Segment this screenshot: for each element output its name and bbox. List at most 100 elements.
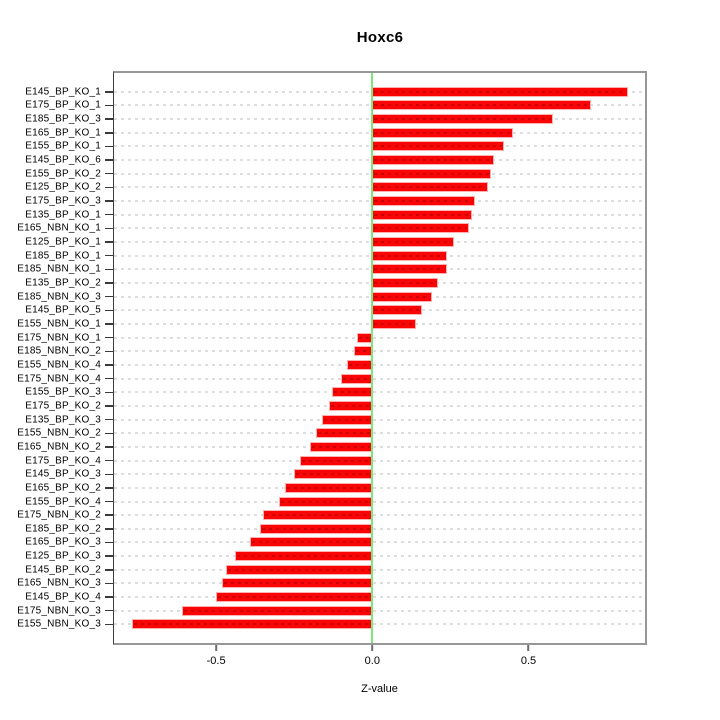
bar xyxy=(372,182,488,193)
bar-row: E175_BP_KO_4 xyxy=(25,454,645,468)
y-tick xyxy=(105,350,113,352)
bar-dash-line xyxy=(374,145,502,148)
bar-row: E185_NBN_KO_2 xyxy=(17,344,645,358)
category-label: E185_NBN_KO_3 xyxy=(17,291,101,303)
category-label: E145_BP_KO_1 xyxy=(25,86,101,98)
bar-row: E145_BP_KO_3 xyxy=(25,467,645,481)
category-label: E145_BP_KO_2 xyxy=(25,564,101,576)
y-tick xyxy=(105,555,113,557)
gridline xyxy=(114,541,645,544)
bar xyxy=(328,400,373,411)
bar-dash-line xyxy=(349,363,371,366)
y-tick xyxy=(105,377,113,380)
bar-row: E185_BP_KO_1 xyxy=(25,249,645,263)
y-tick xyxy=(105,241,113,243)
gridline xyxy=(114,445,645,448)
y-tick xyxy=(105,309,113,312)
category-label: E185_BP_KO_1 xyxy=(25,250,101,262)
bar xyxy=(216,592,373,603)
bar-row: E155_NBN_KO_2 xyxy=(17,426,645,440)
bar-dash-line xyxy=(374,159,493,162)
y-tick xyxy=(105,118,113,120)
category-label: E155_BP_KO_1 xyxy=(25,140,101,152)
category-label: E145_BP_KO_4 xyxy=(25,591,101,603)
bar-row: E155_BP_KO_3 xyxy=(25,385,645,399)
y-tick xyxy=(105,610,113,612)
bar-row: E175_NBN_KO_2 xyxy=(17,508,645,522)
bar xyxy=(222,578,373,589)
gridline xyxy=(114,336,645,339)
bar xyxy=(309,441,373,452)
bar-row: E155_NBN_KO_1 xyxy=(17,317,645,331)
category-label: E125_BP_KO_1 xyxy=(25,236,101,248)
bar-dash-line xyxy=(374,104,589,107)
bar-row: E165_NBN_KO_3 xyxy=(17,577,645,591)
bar xyxy=(372,86,629,97)
x-tick xyxy=(215,645,217,651)
gridline xyxy=(114,404,645,407)
bar xyxy=(372,141,504,152)
y-tick xyxy=(105,541,113,544)
bar xyxy=(372,278,438,289)
bar-row: E175_NBN_KO_1 xyxy=(17,331,645,345)
bar xyxy=(372,100,591,111)
bar-row: E175_BP_KO_1 xyxy=(25,99,645,113)
bar-dash-line xyxy=(252,541,371,544)
y-tick xyxy=(105,159,113,161)
gridline xyxy=(114,596,645,599)
bar xyxy=(131,619,373,630)
category-label: E175_BP_KO_2 xyxy=(25,400,101,412)
bar-dash-line xyxy=(264,514,371,517)
bar xyxy=(372,114,554,125)
y-tick xyxy=(105,459,113,462)
category-label: E155_BP_KO_3 xyxy=(25,386,101,398)
bar-row: E145_BP_KO_6 xyxy=(25,153,645,167)
bar xyxy=(316,428,373,439)
bar xyxy=(294,469,373,480)
category-label: E175_NBN_KO_1 xyxy=(17,332,101,344)
bar xyxy=(372,264,448,275)
bar-dash-line xyxy=(330,404,371,407)
bar-row: E125_BP_KO_1 xyxy=(25,235,645,249)
y-tick xyxy=(105,487,113,489)
gridline xyxy=(114,473,645,476)
bar-dash-line xyxy=(374,295,430,298)
bar xyxy=(372,305,423,316)
gridline xyxy=(114,555,645,558)
bar-row: E145_BP_KO_2 xyxy=(25,563,645,577)
bar-row: E155_NBN_KO_3 xyxy=(17,618,645,632)
bar-row: E165_BP_KO_2 xyxy=(25,481,645,495)
bar-row: E135_BP_KO_1 xyxy=(25,208,645,222)
category-label: E165_NBN_KO_3 xyxy=(17,577,101,589)
bar xyxy=(234,551,373,562)
bar-row: E165_NBN_KO_2 xyxy=(17,440,645,454)
gridline xyxy=(114,391,645,394)
bar-row: E155_BP_KO_2 xyxy=(25,167,645,181)
bar-row: E145_BP_KO_1 xyxy=(25,85,645,99)
bar-row: E165_BP_KO_1 xyxy=(25,126,645,140)
category-label: E185_BP_KO_3 xyxy=(25,113,101,125)
bar xyxy=(341,373,373,384)
category-label: E135_BP_KO_2 xyxy=(25,277,101,289)
bar-dash-line xyxy=(374,254,446,257)
gridline xyxy=(114,582,645,585)
bar-row: E155_BP_KO_4 xyxy=(25,495,645,509)
y-tick xyxy=(105,268,113,271)
bar-dash-line xyxy=(374,131,511,134)
bar xyxy=(372,155,495,166)
x-tick-label: 0.0 xyxy=(364,655,380,667)
bar xyxy=(372,237,454,248)
bar-row: E165_NBN_KO_1 xyxy=(17,222,645,236)
bar xyxy=(372,291,432,302)
bar-dash-line xyxy=(318,432,371,435)
y-tick xyxy=(105,514,113,516)
x-tick-label: 0.5 xyxy=(520,655,537,667)
bar-dash-line xyxy=(333,391,371,394)
bar-dash-line xyxy=(236,555,371,558)
bar-dash-line xyxy=(324,418,371,421)
zero-line xyxy=(371,73,374,643)
category-label: E155_NBN_KO_3 xyxy=(17,618,101,630)
bar-row: E175_NBN_KO_4 xyxy=(17,372,645,386)
gridline xyxy=(114,377,645,380)
